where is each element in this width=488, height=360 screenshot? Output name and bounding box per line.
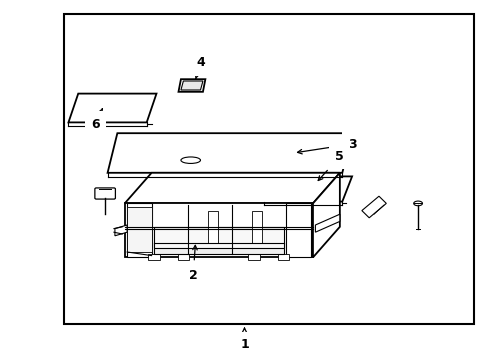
Bar (248, 254, 260, 260)
Polygon shape (127, 203, 151, 257)
Polygon shape (285, 203, 310, 257)
FancyBboxPatch shape (95, 188, 115, 199)
Bar (251, 211, 261, 243)
Polygon shape (178, 79, 205, 92)
Polygon shape (361, 196, 386, 218)
Bar (177, 254, 189, 260)
Text: 6: 6 (91, 109, 102, 131)
Bar (63, 14, 473, 324)
Polygon shape (154, 227, 283, 248)
Bar (148, 254, 160, 260)
Bar (277, 254, 289, 260)
Polygon shape (181, 81, 203, 90)
Polygon shape (315, 214, 339, 232)
Polygon shape (127, 207, 151, 252)
Polygon shape (124, 173, 339, 203)
Polygon shape (154, 243, 283, 254)
Text: 1: 1 (240, 328, 248, 351)
Bar (207, 211, 217, 243)
Ellipse shape (413, 201, 422, 206)
Polygon shape (115, 225, 127, 236)
Ellipse shape (181, 157, 200, 163)
Polygon shape (107, 133, 351, 173)
Polygon shape (312, 173, 339, 257)
Text: 4: 4 (195, 57, 204, 78)
Polygon shape (124, 203, 312, 257)
Text: 5: 5 (318, 150, 344, 180)
Polygon shape (68, 94, 156, 122)
Text: 2: 2 (188, 246, 197, 282)
Text: 3: 3 (297, 138, 356, 154)
Polygon shape (264, 176, 351, 202)
